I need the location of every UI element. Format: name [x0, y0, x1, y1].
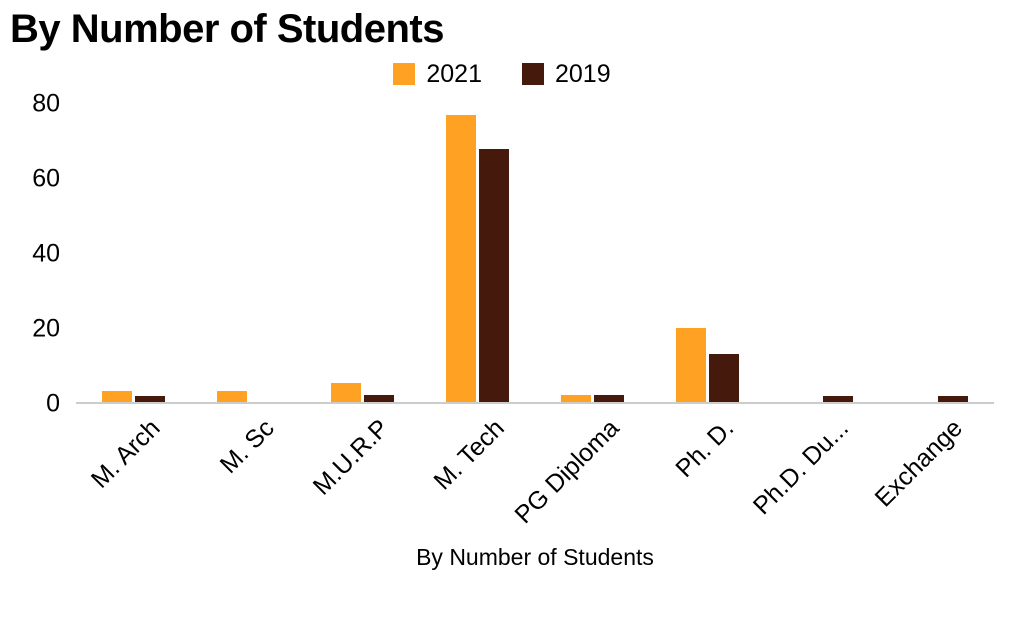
x-axis-label: M. Sc — [214, 414, 280, 479]
x-label-cell: Ph.D. Du... — [747, 404, 880, 530]
bar-group — [879, 104, 994, 402]
bar-2021[interactable] — [446, 115, 477, 402]
plot-area — [76, 104, 994, 404]
y-axis: 0 20 40 60 80 — [10, 91, 76, 416]
x-axis-labels: M. Arch M. Sc M.U.R.P M. Tech PG Diploma Ph. … — [76, 404, 994, 530]
plot-wrap: 0 20 40 60 80 M. Arch M. Sc M.U.R.P M. Tech PG D… — [10, 91, 994, 571]
y-tick-label: 40 — [32, 239, 60, 268]
bar-2019[interactable] — [823, 396, 854, 402]
y-tick-label: 0 — [46, 389, 60, 418]
x-axis-label: Exchange — [869, 414, 969, 513]
plot-column: M. Arch M. Sc M.U.R.P M. Tech PG Diploma Ph. … — [76, 104, 994, 571]
y-tick-label: 80 — [32, 89, 60, 118]
bar-2021[interactable] — [675, 327, 706, 402]
bar-2019[interactable] — [479, 148, 510, 402]
x-label-cell: M. Arch — [76, 404, 191, 530]
x-label-cell: Ph. D. — [650, 404, 765, 530]
legend-item-2019[interactable]: 2019 — [522, 60, 611, 89]
y-tick-label: 20 — [32, 314, 60, 343]
bar-2019[interactable] — [593, 394, 624, 402]
x-axis-label: M. Arch — [85, 414, 166, 494]
legend-swatch — [522, 63, 544, 85]
x-axis-label: M. Tech — [428, 414, 510, 496]
x-label-cell: M. Sc — [191, 404, 306, 530]
bar-group — [420, 104, 535, 402]
bar-group — [76, 104, 191, 402]
bar-2021[interactable] — [560, 394, 591, 402]
bar-2021[interactable] — [216, 390, 247, 402]
bar-2021[interactable] — [101, 390, 132, 402]
legend-label: 2019 — [555, 59, 611, 88]
bar-2019[interactable] — [134, 396, 165, 402]
bar-group — [765, 104, 880, 402]
bar-group — [191, 104, 306, 402]
legend-item-2021[interactable]: 2021 — [393, 60, 482, 89]
bar-group — [535, 104, 650, 402]
chart-title: By Number of Students — [10, 7, 444, 51]
legend-swatch — [393, 63, 416, 85]
legend-label: 2021 — [426, 59, 482, 88]
x-label-cell: M.U.R.P — [306, 404, 421, 530]
x-axis-label: Ph. D. — [669, 414, 739, 483]
bar-2019[interactable] — [938, 396, 969, 402]
y-tick-label: 60 — [32, 164, 60, 193]
legend: 2021 2019 — [10, 56, 994, 92]
bar-group — [306, 104, 421, 402]
x-axis-title: By Number of Students — [416, 544, 654, 570]
bar-group — [650, 104, 765, 402]
x-label-cell: PG Diploma — [509, 404, 650, 530]
bar-2019[interactable] — [708, 353, 739, 402]
x-label-cell: Exchange — [870, 404, 994, 530]
bar-2019[interactable] — [364, 394, 395, 402]
bar-2021[interactable] — [331, 383, 362, 402]
x-axis-label: M.U.R.P — [308, 414, 395, 501]
